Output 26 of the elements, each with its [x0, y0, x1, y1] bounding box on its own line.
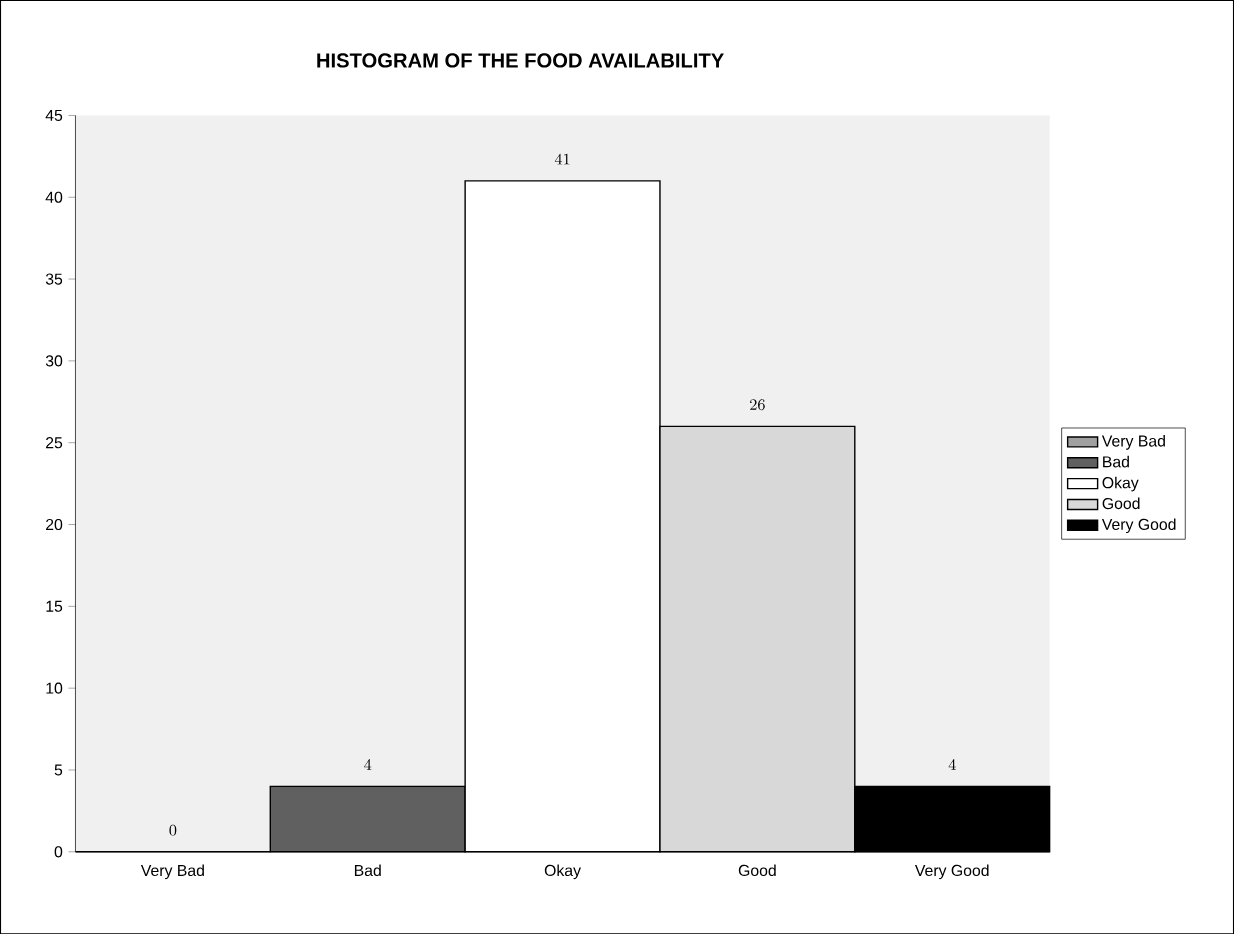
legend-label: Very Bad [1101, 434, 1165, 450]
y-tick-label: 35 [45, 273, 63, 285]
y-tick-label: 30 [45, 355, 63, 367]
data-label: 4 [364, 759, 372, 770]
y-tick-label: 20 [46, 518, 63, 530]
y-tick-label: 15 [46, 600, 63, 612]
y-tick-label: 25 [46, 436, 63, 449]
data-label: 0 [169, 824, 177, 836]
data-label: 4 [948, 759, 956, 770]
data-label: 26 [750, 399, 765, 411]
legend-label: Okay [1102, 476, 1139, 492]
y-tick-label: 45 [45, 109, 63, 121]
data-label: 41 [554, 153, 570, 165]
legend-label: Good [1102, 497, 1140, 510]
legend-label: Bad [1103, 455, 1129, 468]
x-tick-label: Bad [354, 864, 381, 876]
x-tick-label: Very Bad [140, 864, 204, 880]
x-tick-label: Okay [544, 864, 581, 880]
y-tick-label: 0 [54, 846, 63, 858]
y-tick-label: 5 [54, 764, 63, 776]
y-tick-label: 40 [45, 191, 63, 203]
chart-title: HISTOGRAM OF THE FOOD AVAILABILITY [317, 53, 724, 68]
x-tick-label: Very Good [914, 864, 989, 880]
y-tick-label: 10 [46, 682, 63, 694]
x-tick-label: Good [738, 864, 776, 876]
legend-label: Very Good [1101, 518, 1176, 533]
